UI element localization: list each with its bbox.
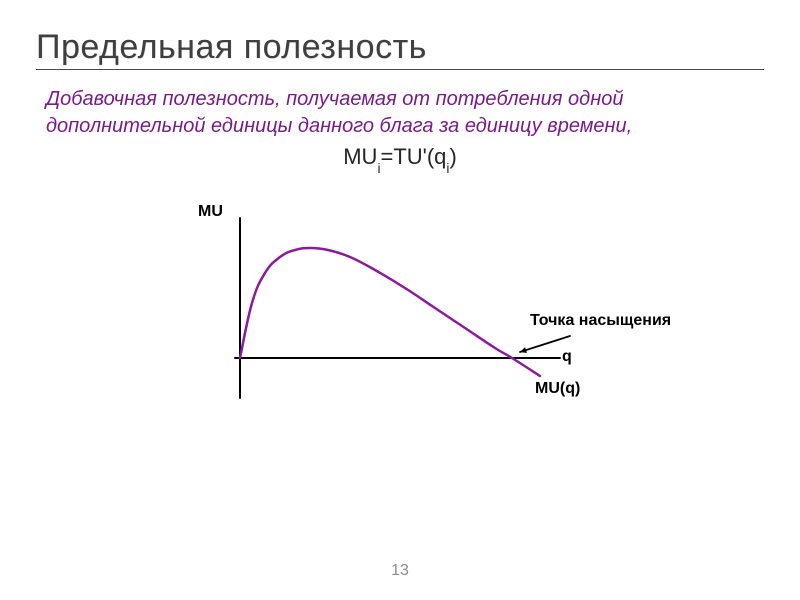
x-axis-label: q	[562, 348, 572, 366]
formula-lhs-base: MU	[343, 144, 377, 169]
body-block: Добавочная полезность, получаемая от пот…	[46, 86, 754, 172]
slide: Предельная полезность Добавочная полезно…	[0, 0, 800, 600]
formula-eq: =	[380, 144, 393, 169]
title-divider	[36, 69, 764, 70]
curve-label: MU(q)	[535, 380, 580, 398]
formula-rhs-base: TU'(q	[393, 144, 446, 169]
formula-rhs-sub: i	[446, 161, 449, 176]
saturation-label: Точка насыщения	[530, 312, 671, 330]
formula-rhs-close: )	[449, 144, 456, 169]
y-axis-label: MU	[198, 203, 223, 221]
mu-chart: MU q MU(q) Точка насыщения	[180, 198, 620, 418]
page-title: Предельная полезность	[36, 28, 764, 67]
description-text: Добавочная полезность, получаемая от пот…	[46, 86, 754, 140]
page-number: 13	[0, 562, 800, 580]
formula: MUi=TU'(qi)	[46, 144, 754, 172]
